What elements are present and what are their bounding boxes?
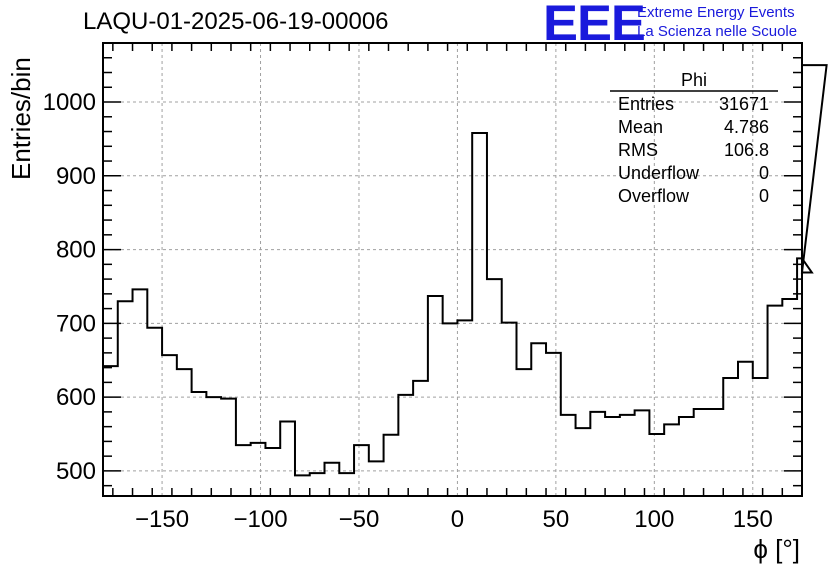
y-tick-labels: 500 600 700 800 900 1000 [43, 89, 96, 485]
stats-label: Entries [618, 94, 674, 114]
stats-label: Overflow [618, 186, 690, 206]
stats-value: 31671 [719, 94, 769, 114]
stats-label: Underflow [618, 163, 700, 183]
histogram-line [103, 64, 828, 477]
y-tick-label: 700 [56, 310, 96, 337]
y-tick-label: 900 [56, 163, 96, 190]
y-tick-label: 600 [56, 384, 96, 411]
eee-logo: EEE [543, 0, 646, 51]
stats-value: 4.786 [724, 117, 769, 137]
x-tick-label: 150 [733, 506, 773, 533]
x-tick-label: 100 [634, 506, 674, 533]
y-tick-label: 500 [56, 458, 96, 485]
y-axis-title: Entries/bin [6, 57, 36, 180]
plot-title: LAQU-01-2025-06-19-00006 [83, 8, 389, 35]
stats-label: RMS [618, 140, 658, 160]
stats-value: 0 [759, 186, 769, 206]
grid-lines [103, 43, 802, 496]
y-tick-label: 1000 [43, 89, 96, 116]
logo-caption-line2: La Scienza nelle Scuole [637, 23, 798, 40]
stats-value: 0 [759, 163, 769, 183]
x-tick-label: −100 [233, 506, 287, 533]
y-tick-label: 800 [56, 237, 96, 264]
x-tick-label: 0 [451, 506, 464, 533]
stats-name: Phi [681, 70, 707, 90]
x-tick-label: −50 [339, 506, 380, 533]
x-axis-title: ϕ [°] [753, 534, 800, 564]
stats-value: 106.8 [724, 140, 769, 160]
stats-label: Mean [618, 117, 663, 137]
plot-frame [102, 42, 803, 497]
x-tick-labels: −150 −100 −50 0 50 100 150 [135, 506, 773, 533]
x-tick-label: 50 [543, 506, 570, 533]
stats-box: Phi Entries 31671 Mean 4.786 RMS 106.8 Underfl… [610, 70, 778, 206]
logo-caption-line1: Extreme Energy Events [637, 4, 795, 21]
logo-caption: Extreme Energy Events La Scienza nelle S… [637, 3, 797, 41]
x-tick-label: −150 [135, 506, 189, 533]
axis-ticks [103, 42, 803, 496]
stats-rows: Entries 31671 Mean 4.786 RMS 106.8 Underflow 0 O… [618, 94, 769, 206]
